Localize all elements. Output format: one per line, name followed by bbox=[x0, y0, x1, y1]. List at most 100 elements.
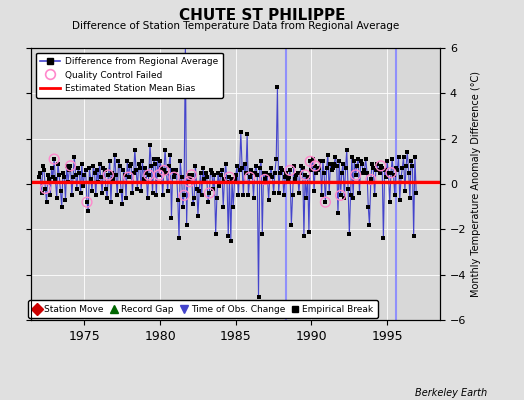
Point bbox=[124, 174, 133, 180]
Point bbox=[282, 170, 290, 176]
Point bbox=[206, 167, 215, 174]
Point bbox=[377, 163, 385, 169]
Point bbox=[265, 197, 273, 203]
Point bbox=[130, 147, 139, 153]
Point bbox=[234, 192, 243, 198]
Point bbox=[178, 174, 186, 180]
Point bbox=[354, 156, 362, 162]
Point bbox=[170, 174, 178, 180]
Point bbox=[89, 163, 97, 169]
Point bbox=[183, 172, 192, 178]
Point bbox=[213, 194, 221, 201]
Point bbox=[246, 174, 254, 180]
Point bbox=[83, 199, 91, 205]
Point bbox=[339, 160, 347, 167]
Point bbox=[402, 163, 410, 169]
Point bbox=[311, 163, 320, 169]
Point bbox=[94, 178, 103, 185]
Point bbox=[43, 172, 52, 178]
Point bbox=[224, 233, 233, 239]
Point bbox=[172, 167, 181, 174]
Point bbox=[77, 190, 85, 196]
Point bbox=[142, 170, 150, 176]
Point bbox=[194, 212, 202, 219]
Point bbox=[398, 165, 407, 171]
Point bbox=[243, 131, 252, 137]
Text: Berkeley Earth: Berkeley Earth bbox=[415, 388, 487, 398]
Point bbox=[73, 185, 81, 192]
Point bbox=[346, 192, 355, 198]
Point bbox=[326, 160, 335, 167]
Point bbox=[167, 215, 176, 221]
Point bbox=[41, 185, 50, 192]
Point bbox=[85, 165, 94, 171]
Point bbox=[104, 172, 113, 178]
Point bbox=[335, 158, 343, 164]
Point bbox=[179, 204, 187, 210]
Point bbox=[55, 172, 63, 178]
Point bbox=[242, 170, 250, 176]
Point bbox=[343, 147, 351, 153]
Point bbox=[387, 170, 395, 176]
Point bbox=[200, 176, 209, 183]
Point bbox=[337, 170, 346, 176]
Point bbox=[157, 165, 166, 171]
Point bbox=[318, 192, 326, 198]
Point bbox=[122, 194, 130, 201]
Point bbox=[370, 192, 379, 198]
Point bbox=[286, 167, 294, 174]
Point bbox=[145, 172, 153, 178]
Point bbox=[103, 194, 111, 201]
Point bbox=[51, 176, 60, 183]
Point bbox=[49, 174, 57, 180]
Point bbox=[388, 156, 396, 162]
Point bbox=[358, 160, 366, 167]
Point bbox=[233, 163, 241, 169]
Point bbox=[188, 172, 196, 178]
Point bbox=[348, 154, 356, 160]
Point bbox=[104, 172, 113, 178]
Point bbox=[322, 165, 331, 171]
Point bbox=[126, 163, 134, 169]
Point bbox=[368, 160, 376, 167]
Point bbox=[352, 172, 360, 178]
Point bbox=[128, 190, 137, 196]
Point bbox=[67, 163, 75, 169]
Point bbox=[223, 178, 231, 185]
Legend: Station Move, Record Gap, Time of Obs. Change, Empirical Break: Station Move, Record Gap, Time of Obs. C… bbox=[28, 300, 378, 318]
Point bbox=[166, 151, 174, 158]
Point bbox=[305, 228, 313, 235]
Point bbox=[331, 154, 340, 160]
Point bbox=[324, 151, 332, 158]
Point bbox=[50, 156, 58, 162]
Point bbox=[390, 192, 399, 198]
Point bbox=[160, 167, 168, 174]
Point bbox=[254, 294, 263, 300]
Point bbox=[41, 185, 50, 192]
Point bbox=[395, 154, 403, 160]
Point bbox=[362, 156, 370, 162]
Point bbox=[319, 158, 327, 164]
Point bbox=[92, 192, 100, 198]
Point bbox=[306, 158, 314, 164]
Point bbox=[412, 190, 420, 196]
Point bbox=[328, 167, 336, 174]
Point bbox=[320, 170, 328, 176]
Point bbox=[269, 190, 278, 196]
Point bbox=[392, 165, 400, 171]
Point bbox=[119, 167, 128, 174]
Point bbox=[185, 178, 193, 185]
Point bbox=[137, 188, 145, 194]
Point bbox=[205, 190, 213, 196]
Point bbox=[189, 201, 197, 208]
Point bbox=[127, 160, 135, 167]
Point bbox=[333, 163, 341, 169]
Point bbox=[155, 172, 163, 178]
Point bbox=[249, 194, 258, 201]
Point bbox=[68, 192, 76, 198]
Point bbox=[110, 176, 118, 183]
Point bbox=[272, 156, 280, 162]
Point bbox=[199, 165, 207, 171]
Point bbox=[121, 172, 129, 178]
Point bbox=[406, 194, 414, 201]
